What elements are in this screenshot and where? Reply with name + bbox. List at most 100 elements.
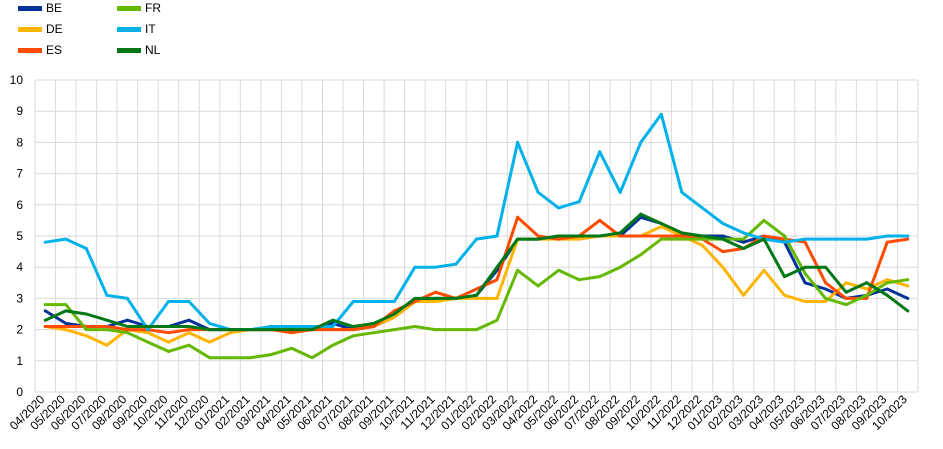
data-point-es [64, 324, 68, 328]
data-point-de [762, 268, 766, 272]
data-point-nl [125, 324, 129, 328]
data-point-de [844, 281, 848, 285]
data-point-es [762, 234, 766, 238]
legend-label-be: BE [46, 1, 63, 15]
data-point-nl [865, 281, 869, 285]
series-line-be [43, 215, 910, 332]
data-point-fr [577, 278, 581, 282]
data-point-fr [475, 328, 478, 332]
data-point-fr [865, 293, 869, 297]
data-point-fr [166, 349, 170, 353]
data-point-de [208, 340, 212, 344]
data-point-nl [64, 309, 68, 313]
data-point-de [187, 331, 191, 335]
data-point-it [700, 206, 704, 210]
data-point-de [741, 293, 745, 297]
data-point-it [290, 324, 294, 328]
data-point-it [680, 190, 684, 194]
data-point-nl [618, 231, 622, 235]
data-point-es [844, 296, 848, 300]
data-point-fr [269, 353, 273, 357]
data-point-nl [372, 321, 376, 325]
data-point-de [105, 343, 109, 347]
data-point-it [865, 237, 869, 241]
data-point-it [906, 234, 910, 238]
y-tick-label: 6 [16, 198, 23, 212]
data-point-es [639, 234, 643, 238]
data-point-de [84, 334, 88, 338]
data-point-it [269, 324, 273, 328]
legend-swatch-it [117, 27, 141, 32]
data-point-nl [249, 328, 253, 332]
y-tick-label: 8 [16, 135, 23, 149]
data-point-de [64, 328, 68, 332]
data-point-nl [557, 234, 561, 238]
data-point-de [392, 315, 396, 319]
legend-swatch-be [18, 6, 42, 11]
data-point-nl [269, 328, 273, 332]
y-tick-label: 2 [16, 323, 23, 337]
data-point-de [228, 331, 232, 335]
data-point-nl [146, 324, 150, 328]
data-point-nl [598, 234, 602, 238]
data-point-nl [762, 237, 766, 241]
data-point-nl [290, 328, 294, 332]
y-tick-label: 3 [16, 291, 23, 305]
data-point-nl [475, 293, 478, 297]
data-point-nl [639, 212, 643, 216]
legend: BE DE ES FR IT NL [0, 0, 300, 62]
data-point-es [721, 250, 725, 254]
data-point-fr [762, 218, 766, 222]
y-tick-label: 9 [16, 104, 23, 118]
data-point-it [433, 265, 437, 269]
data-point-it [310, 324, 314, 328]
data-point-de [906, 284, 910, 288]
data-point-de [577, 237, 581, 241]
data-point-nl [351, 324, 355, 328]
y-tick-label: 0 [16, 385, 23, 399]
data-point-it [105, 293, 109, 297]
data-point-es [865, 296, 869, 300]
data-point-it [125, 296, 129, 300]
data-point-it [392, 300, 396, 304]
data-point-nl [824, 265, 828, 269]
data-point-de [885, 278, 889, 282]
data-point-fr [516, 268, 520, 272]
data-point-es [680, 234, 684, 238]
data-point-es [331, 328, 335, 332]
data-point-fr [249, 356, 253, 360]
x-axis-ticks: 04/202005/202006/202007/202008/202009/20… [7, 392, 910, 433]
data-point-de [495, 296, 499, 300]
data-point-es [187, 328, 191, 332]
data-point-fr [824, 296, 828, 300]
data-point-de [803, 300, 807, 304]
data-point-es [125, 328, 129, 332]
y-tick-label: 7 [16, 167, 23, 181]
data-point-de [865, 287, 869, 291]
data-point-it [741, 231, 745, 235]
data-point-fr [125, 331, 129, 335]
data-point-fr [208, 356, 212, 360]
data-point-es [351, 328, 355, 332]
data-point-nl [516, 237, 520, 241]
legend-label-fr: FR [145, 1, 161, 15]
data-point-nl [495, 265, 499, 269]
data-point-nl [84, 312, 88, 316]
y-axis-ticks: 0 1 2 3 4 5 6 7 8 9 10 [10, 73, 24, 399]
data-point-fr [310, 356, 314, 360]
y-tick-label: 10 [10, 73, 24, 87]
data-point-it [536, 190, 540, 194]
data-point-it [84, 246, 88, 250]
y-tick-label: 1 [16, 354, 23, 368]
data-point-nl [228, 328, 232, 332]
data-point-fr [146, 340, 150, 344]
data-point-fr [413, 324, 417, 328]
data-point-fr [495, 318, 499, 322]
data-point-es [516, 215, 520, 219]
data-point-be [187, 318, 191, 322]
data-point-it [372, 300, 376, 304]
data-point-nl [331, 318, 335, 322]
data-point-nl [433, 296, 437, 300]
data-point-it [885, 234, 889, 238]
